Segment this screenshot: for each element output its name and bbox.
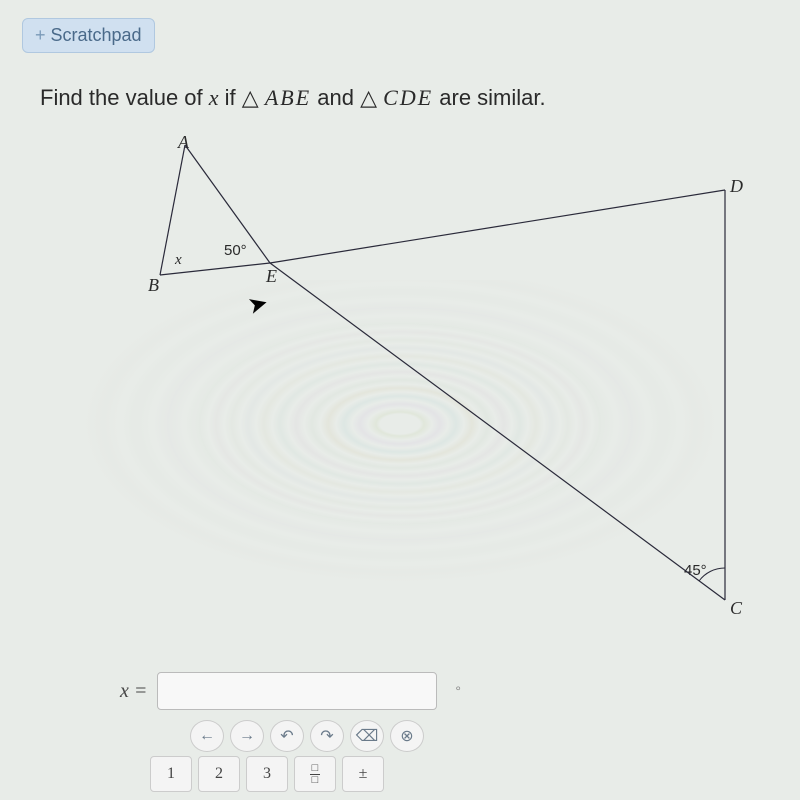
degree-symbol-icon: °: [455, 683, 461, 699]
edge-A-B: [160, 145, 185, 275]
angle-arc-C: [699, 568, 725, 581]
editor-toolbar: ← → ↶ ↷ ⌫ ⊗: [190, 720, 424, 752]
edge-E-A: [185, 145, 270, 263]
key-2[interactable]: 2: [198, 756, 240, 792]
edge-E-D: [270, 190, 725, 263]
next-button[interactable]: →: [230, 720, 264, 752]
key-3[interactable]: 3: [246, 756, 288, 792]
geometry-diagram: A B E D C 50° 45° x: [30, 130, 770, 630]
undo-button[interactable]: ↶: [270, 720, 304, 752]
answer-label: x =: [120, 680, 147, 703]
numpad: 1 2 3 □ □ ±: [150, 756, 384, 792]
key-1[interactable]: 1: [150, 756, 192, 792]
redo-button[interactable]: ↷: [310, 720, 344, 752]
edge-B-E: [160, 263, 270, 275]
diagram-svg: [30, 130, 770, 630]
key-plusminus[interactable]: ±: [342, 756, 384, 792]
prev-button[interactable]: ←: [190, 720, 224, 752]
question-text: Find the value of x if △ ABE and △ CDE a…: [40, 85, 546, 111]
answer-row: x = °: [120, 672, 461, 710]
edge-C-E: [270, 263, 725, 600]
scratchpad-button[interactable]: Scratchpad: [22, 18, 155, 53]
key-fraction[interactable]: □ □: [294, 756, 336, 792]
clear-button[interactable]: ⊗: [390, 720, 424, 752]
answer-input[interactable]: [157, 672, 437, 710]
backspace-button[interactable]: ⌫: [350, 720, 384, 752]
